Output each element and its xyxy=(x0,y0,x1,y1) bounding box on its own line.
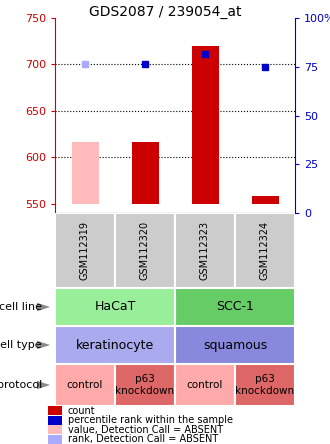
Bar xyxy=(48,425,62,434)
Text: count: count xyxy=(68,406,95,416)
Text: p63
knockdown: p63 knockdown xyxy=(235,374,295,396)
Text: cell line: cell line xyxy=(0,302,42,312)
Bar xyxy=(235,213,295,288)
Bar xyxy=(175,213,235,288)
Bar xyxy=(55,288,175,326)
Bar xyxy=(175,288,295,326)
Text: control: control xyxy=(67,380,103,390)
Polygon shape xyxy=(37,381,50,389)
Bar xyxy=(191,46,218,204)
Polygon shape xyxy=(37,303,50,311)
Bar xyxy=(251,196,279,204)
Bar xyxy=(48,435,62,444)
Text: cell type: cell type xyxy=(0,340,42,350)
Bar xyxy=(115,213,175,288)
Text: value, Detection Call = ABSENT: value, Detection Call = ABSENT xyxy=(68,425,223,435)
Bar xyxy=(48,416,62,425)
Bar xyxy=(175,364,235,406)
Text: GSM112323: GSM112323 xyxy=(200,221,210,280)
Text: rank, Detection Call = ABSENT: rank, Detection Call = ABSENT xyxy=(68,434,218,444)
Text: HaCaT: HaCaT xyxy=(94,301,136,313)
Text: percentile rank within the sample: percentile rank within the sample xyxy=(68,415,233,425)
Text: p63
knockdown: p63 knockdown xyxy=(115,374,175,396)
Bar xyxy=(55,213,115,288)
Text: GDS2087 / 239054_at: GDS2087 / 239054_at xyxy=(89,5,241,19)
Bar xyxy=(72,142,98,204)
Text: SCC-1: SCC-1 xyxy=(216,301,254,313)
Bar xyxy=(235,364,295,406)
Text: GSM112319: GSM112319 xyxy=(80,221,90,280)
Text: GSM112320: GSM112320 xyxy=(140,221,150,280)
Bar xyxy=(131,142,158,204)
Bar xyxy=(175,326,295,364)
Bar xyxy=(115,364,175,406)
Text: protocol: protocol xyxy=(0,380,42,390)
Bar xyxy=(48,406,62,415)
Bar xyxy=(251,196,279,204)
Bar xyxy=(55,364,115,406)
Polygon shape xyxy=(37,341,50,349)
Text: GSM112324: GSM112324 xyxy=(260,221,270,280)
Text: control: control xyxy=(187,380,223,390)
Bar xyxy=(55,326,175,364)
Text: keratinocyte: keratinocyte xyxy=(76,338,154,352)
Text: squamous: squamous xyxy=(203,338,267,352)
